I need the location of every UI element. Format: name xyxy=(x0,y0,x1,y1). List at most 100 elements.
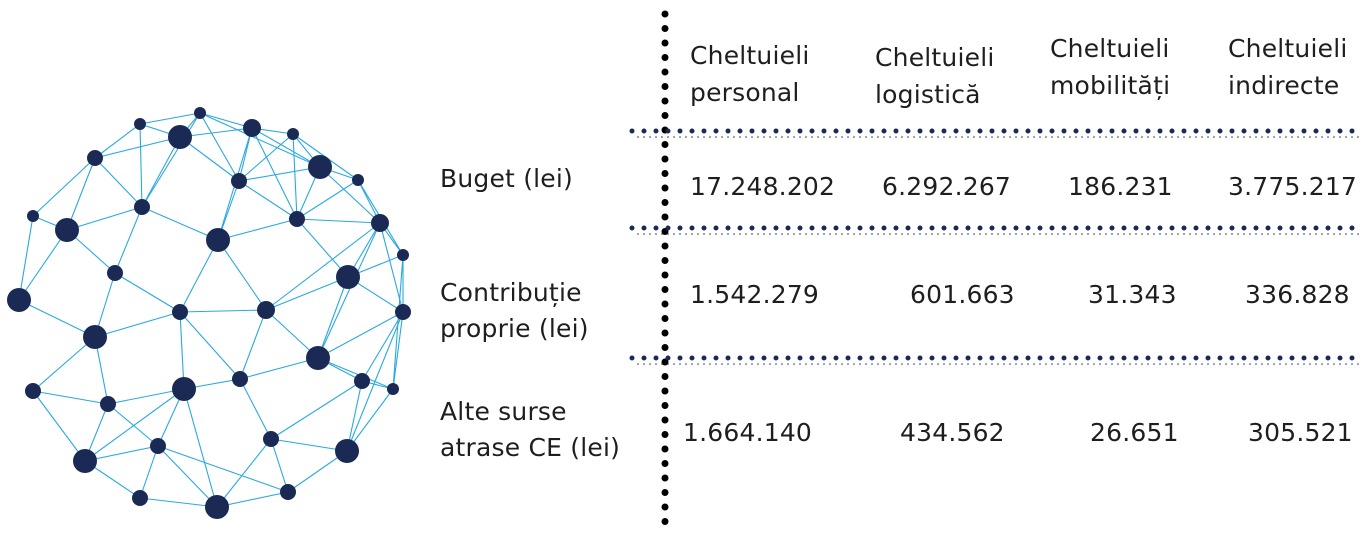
network-edge xyxy=(114,272,181,313)
network-node xyxy=(150,438,166,454)
network-edge xyxy=(346,388,394,452)
row-label-line: Contribuție xyxy=(440,278,582,307)
network-graphic xyxy=(7,107,411,519)
network-node xyxy=(306,346,330,370)
network-node xyxy=(206,228,230,252)
network-edge xyxy=(18,229,68,301)
network-edge xyxy=(179,136,240,182)
network-node xyxy=(134,199,150,215)
network-node xyxy=(172,304,188,320)
row-dividers xyxy=(629,128,1365,365)
network-node xyxy=(280,484,296,500)
column-header-line: indirecte xyxy=(1228,71,1340,100)
network-edge xyxy=(317,222,381,359)
network-edge xyxy=(317,311,404,359)
network-node xyxy=(263,431,279,447)
network-node xyxy=(287,128,299,140)
network-edge xyxy=(265,276,349,311)
row-label: Contribuție proprie (lei) xyxy=(440,275,589,347)
network-edge xyxy=(238,133,294,182)
network-node xyxy=(232,371,248,387)
network-node xyxy=(25,383,41,399)
network-edge xyxy=(179,127,253,138)
column-header-line: Cheltuieli xyxy=(875,43,995,72)
network-edge xyxy=(114,206,143,274)
network-node xyxy=(289,211,305,227)
network-edge xyxy=(361,311,404,382)
network-edge xyxy=(157,445,218,508)
network-node xyxy=(107,265,123,281)
network-edge xyxy=(317,357,394,390)
cell-value: 1.542.279 xyxy=(690,280,820,309)
network-edge xyxy=(84,445,159,462)
network-node xyxy=(397,249,409,261)
network-node xyxy=(387,383,399,395)
network-edge xyxy=(296,218,349,278)
network-edge xyxy=(139,123,143,208)
network-node xyxy=(308,155,332,179)
network-edge xyxy=(319,166,381,224)
network-node xyxy=(27,210,39,222)
network-edge xyxy=(66,157,96,231)
cell-value: 17.248.202 xyxy=(690,172,836,201)
row-label-line: proprie (lei) xyxy=(440,314,589,343)
network-node xyxy=(168,125,192,149)
network-edge xyxy=(179,239,219,313)
network-edge xyxy=(18,299,96,338)
network-edge xyxy=(179,311,185,390)
network-edge xyxy=(107,403,159,447)
network-node xyxy=(132,490,148,506)
network-edge xyxy=(32,157,96,217)
network-edge xyxy=(179,309,267,313)
network-edge xyxy=(32,390,86,462)
network-edge xyxy=(32,336,96,392)
network-edge xyxy=(141,112,201,208)
network-edge xyxy=(216,438,272,508)
network-node xyxy=(352,174,364,186)
network-edge xyxy=(217,239,267,311)
network-node xyxy=(243,119,261,137)
column-header: Cheltuieli indirecte xyxy=(1228,30,1348,104)
network-edge xyxy=(157,445,289,493)
network-edge xyxy=(94,311,181,338)
network-edge xyxy=(139,497,218,508)
network-node xyxy=(336,265,360,289)
column-header-line: Cheltuieli xyxy=(1228,34,1348,63)
row-label-line: Buget (lei) xyxy=(440,164,573,193)
network-edge xyxy=(94,123,141,159)
network-node xyxy=(73,449,97,473)
network-edge xyxy=(296,218,381,224)
network-edge xyxy=(251,127,298,220)
cell-value: 186.231 xyxy=(1068,172,1173,201)
network-edge xyxy=(199,112,253,129)
network-node xyxy=(83,325,107,349)
network-node xyxy=(354,373,370,389)
network-edge xyxy=(239,378,272,440)
network-edge xyxy=(139,445,159,499)
network-edge xyxy=(141,206,219,241)
network-edge xyxy=(217,218,298,241)
network-node xyxy=(231,173,247,189)
network-node xyxy=(172,377,196,401)
network-edge xyxy=(392,254,404,390)
network-edge xyxy=(216,491,289,508)
network-edge xyxy=(292,133,298,220)
network-edge xyxy=(270,380,363,440)
cell-value: 3.775.217 xyxy=(1228,172,1358,201)
network-edge xyxy=(94,157,143,208)
network-edge xyxy=(84,388,185,462)
column-header-line: logistică xyxy=(875,80,981,109)
network-edge xyxy=(141,136,181,208)
network-edge xyxy=(66,206,143,231)
cell-value: 601.663 xyxy=(910,280,1015,309)
column-header-line: Cheltuieli xyxy=(1050,34,1170,63)
network-node xyxy=(55,218,79,242)
cell-value: 6.292.267 xyxy=(882,172,1012,201)
cell-value: 305.521 xyxy=(1248,418,1353,447)
row-label-line: atrase CE (lei) xyxy=(440,433,621,462)
network-edge xyxy=(239,309,267,380)
network-edge xyxy=(18,215,34,301)
column-header-line: Cheltuieli xyxy=(690,41,810,70)
column-header: Cheltuieli logistică xyxy=(875,39,995,113)
